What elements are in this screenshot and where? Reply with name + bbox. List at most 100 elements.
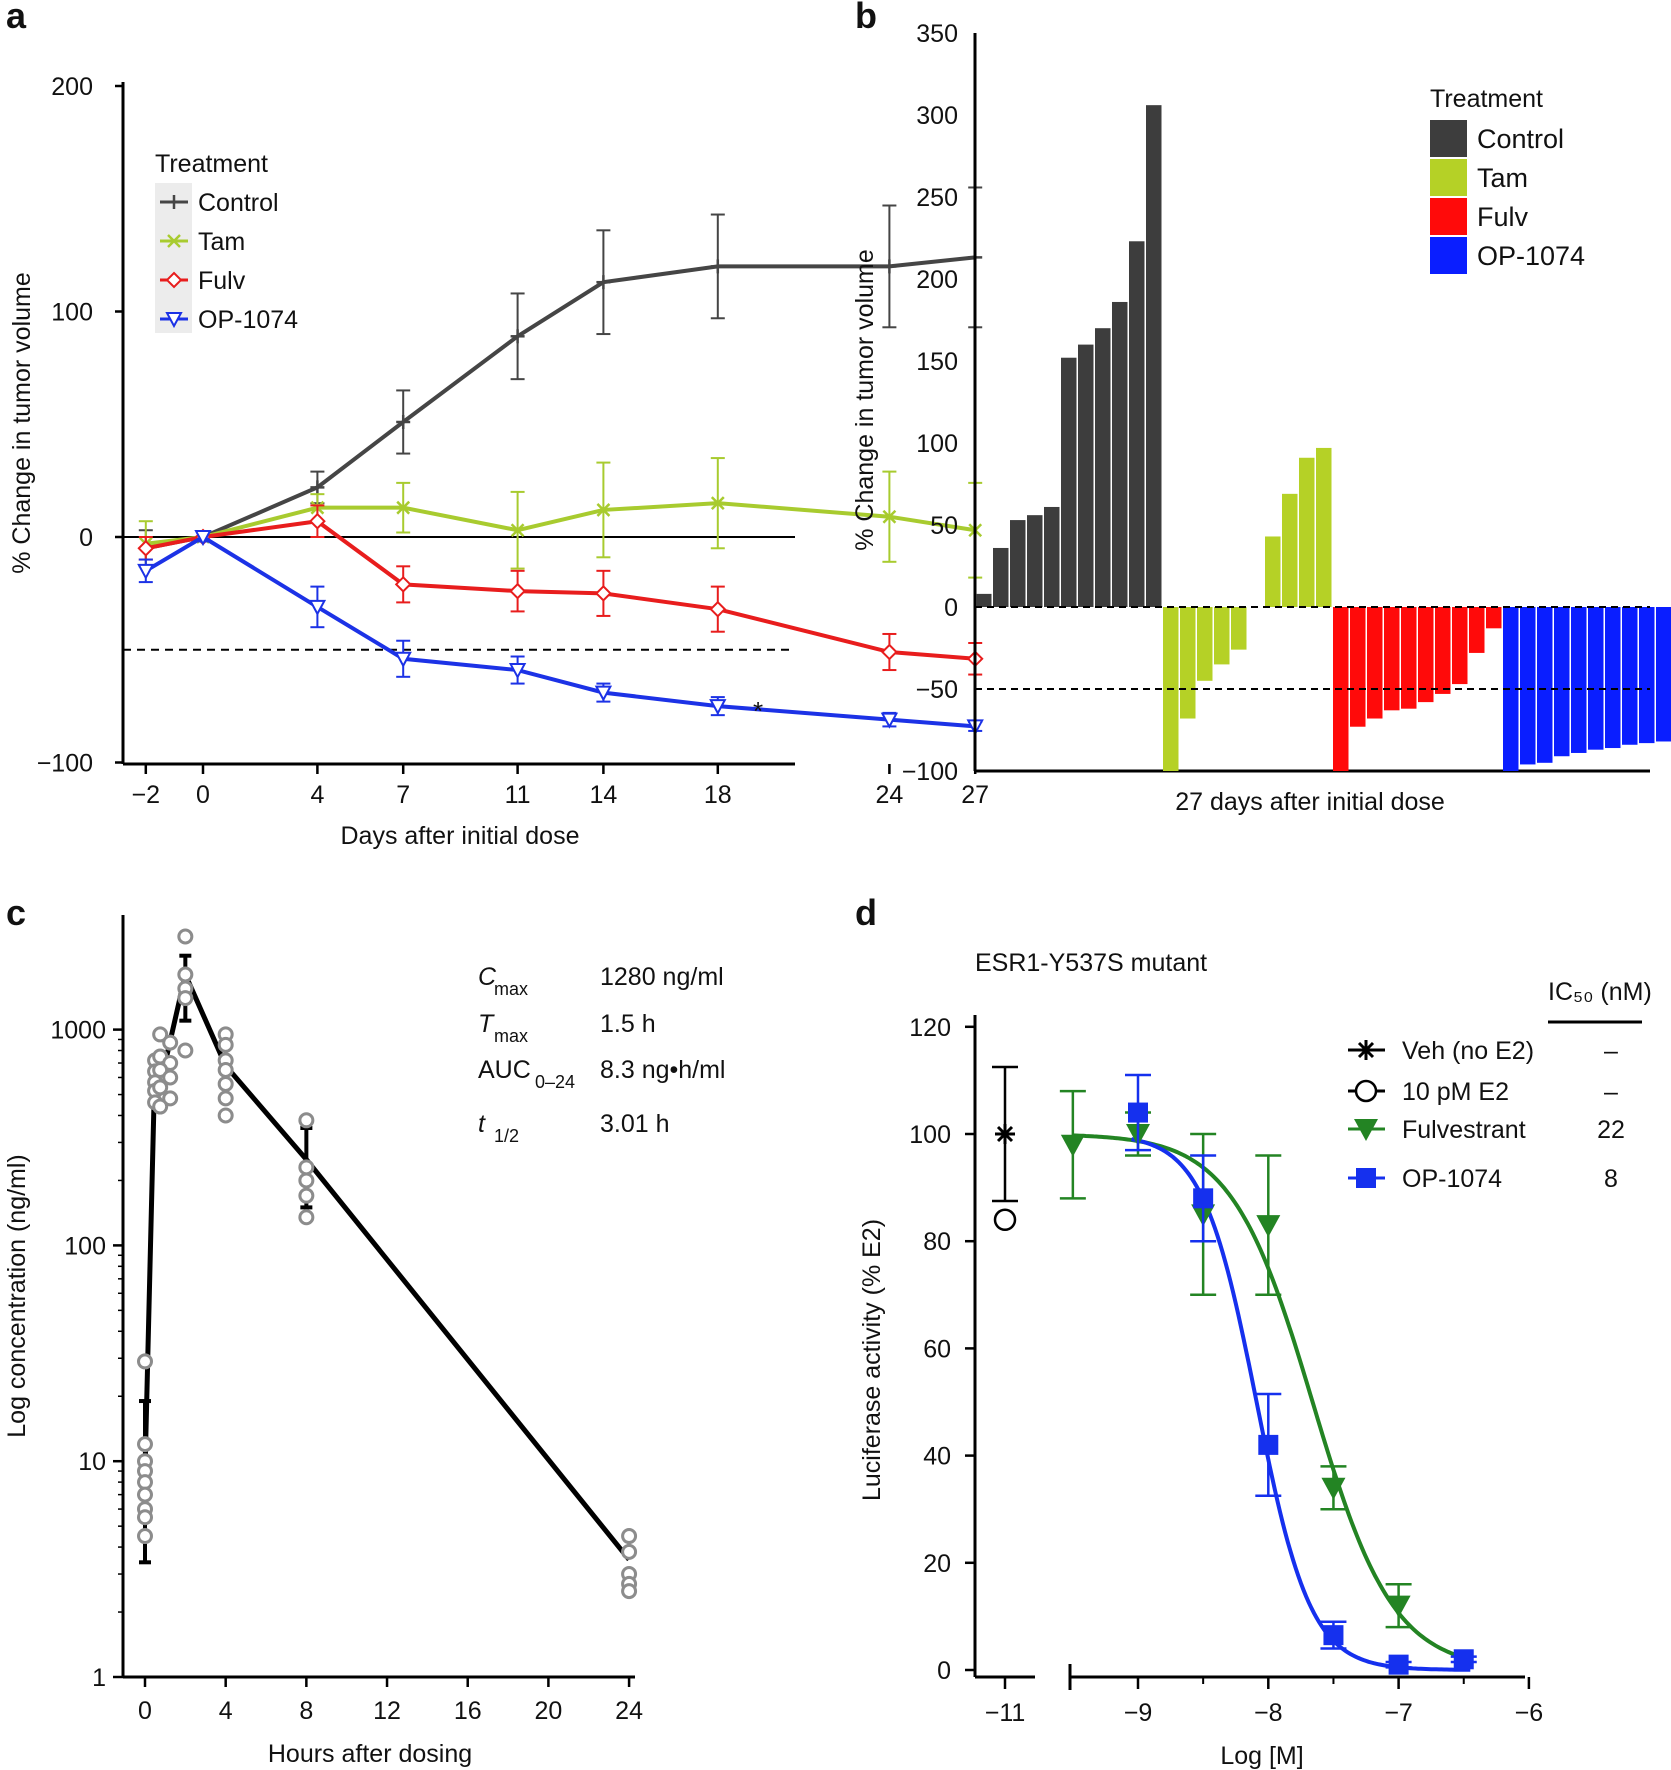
b-bar-op1074 <box>1588 607 1604 750</box>
b-bar-fulv <box>1469 607 1485 653</box>
panel-letter-a: a <box>6 0 27 36</box>
d-legend-ic50-header: IC₅₀ (nM) <box>1548 978 1652 1006</box>
d-legend-ic50-e2: – <box>1604 1078 1618 1106</box>
b-bar-tam <box>1214 607 1230 665</box>
a-data-point <box>880 712 899 729</box>
c-param-value: 3.01 h <box>600 1110 670 1138</box>
c-param-subscript: max <box>494 979 528 999</box>
a-data-point <box>508 663 527 680</box>
b-y-tick-label: −50 <box>916 676 958 704</box>
d-fit-curve-fulvestrant <box>1072 1133 1470 1661</box>
c-param-name: C <box>478 963 497 991</box>
a-legend-label-fulv: Fulv <box>198 267 246 295</box>
panel-letter-b: b <box>855 0 877 36</box>
a-x-tick-label: 18 <box>704 781 732 809</box>
a-x-tick-label: 27 <box>961 781 989 809</box>
b-bar-control <box>1129 241 1145 607</box>
d-y-axis-label: Luciferase activity (% E2) <box>858 1219 886 1501</box>
d-legend-marker-e2 <box>1354 1079 1378 1103</box>
panel-letter-d: d <box>855 892 877 933</box>
a-x-tick-label: 24 <box>875 781 903 809</box>
b-legend-label-control: Control <box>1477 124 1564 154</box>
c-y-tick-label: 1 <box>92 1664 106 1692</box>
c-data-point <box>137 1436 153 1453</box>
d-legend-label-e2: 10 pM E2 <box>1402 1078 1509 1106</box>
b-bar-op1074 <box>1605 607 1621 749</box>
c-x-tick-label: 24 <box>615 1697 643 1725</box>
c-data-point <box>621 1583 638 1600</box>
a-data-point-b <box>396 500 411 515</box>
b-bar-op1074 <box>1571 607 1587 753</box>
b-bar-op1074 <box>1503 607 1519 771</box>
a-data-point <box>308 599 327 617</box>
c-param-subscript: 1/2 <box>494 1126 519 1146</box>
b-legend-swatch-fulv <box>1430 198 1467 235</box>
d-x-tick-label: −6 <box>1515 1699 1544 1727</box>
b-bar-fulv <box>1418 607 1434 703</box>
b-bar-tam <box>1197 607 1213 681</box>
d-point-op1074 <box>1128 1102 1148 1123</box>
a-legend-marker-tam-b <box>167 234 181 248</box>
b-legend-label-op1074: OP-1074 <box>1477 241 1585 271</box>
b-bar-fulv <box>1435 607 1451 694</box>
a-y-tick-label: 0 <box>79 524 93 552</box>
c-data-point <box>621 1543 638 1560</box>
a-x-tick-label: 11 <box>505 781 531 809</box>
d-legend-ic50-fulvestrant: 22 <box>1597 1116 1625 1144</box>
c-data-point <box>152 1079 169 1096</box>
a-data-point <box>709 600 727 618</box>
c-data-point <box>137 1509 153 1526</box>
a-x-tick-label: 7 <box>396 781 410 809</box>
d-y-tick-label: 20 <box>923 1550 951 1578</box>
d-point-fulvestrant <box>1386 1595 1411 1618</box>
d-y-tick-label: 40 <box>923 1443 951 1471</box>
d-x-tick-label: −9 <box>1124 1699 1153 1727</box>
b-y-axis-label: % Change in tumor volume <box>851 249 879 551</box>
a-y-tick-label: −100 <box>37 750 93 778</box>
b-bar-op1074 <box>1520 607 1536 765</box>
c-data-point <box>621 1528 638 1545</box>
a-data-point-b <box>510 523 525 538</box>
b-y-tick-label: 0 <box>944 594 958 622</box>
b-y-tick-label: 200 <box>916 266 958 294</box>
c-param-value: 8.3 ng•h/ml <box>600 1056 726 1084</box>
c-data-point <box>217 1036 234 1053</box>
b-y-tick-label: 350 <box>916 20 958 48</box>
a-data-point <box>394 651 412 668</box>
b-legend-swatch-control <box>1430 120 1467 157</box>
b-bar-tam <box>1299 457 1315 607</box>
c-data-point <box>137 1528 153 1545</box>
b-bar-op1074 <box>1656 607 1671 742</box>
d-y-tick-label: 60 <box>923 1335 951 1363</box>
b-bar-control <box>1146 105 1162 607</box>
b-bar-control <box>976 593 992 607</box>
a-series-op1074 <box>137 530 984 736</box>
b-bar-tam <box>1231 607 1247 650</box>
d-point-op1074 <box>1388 1654 1409 1675</box>
a-x-tick-label: 14 <box>589 781 617 809</box>
c-param-subscript: 0–24 <box>535 1072 575 1092</box>
c-data-point <box>137 1353 153 1370</box>
d-point-op1074 <box>1193 1188 1214 1209</box>
a-y-axis-label: % Change in tumor volume <box>8 272 36 574</box>
b-bar-tam <box>1282 493 1298 607</box>
c-y-tick-label: 10 <box>78 1448 106 1476</box>
c-param-value: 1280 ng/ml <box>600 963 724 991</box>
a-legend-marker-fulv <box>165 271 183 289</box>
b-bar-fulv <box>1384 607 1400 711</box>
b-bar-control <box>1095 328 1111 607</box>
c-data-point <box>137 1486 153 1503</box>
b-bar-fulv <box>1452 607 1468 685</box>
c-data-point <box>177 990 194 1007</box>
b-bar-tam <box>1265 536 1281 607</box>
b-bar-op1074 <box>1537 607 1553 763</box>
a-legend: Treatment Control Tam Fulv OP-1074 <box>155 150 298 334</box>
b-bar-control <box>1044 506 1060 607</box>
c-param-name: AUC <box>478 1056 531 1084</box>
d-legend-marker-veh <box>1357 1041 1375 1059</box>
a-series-line-op1074 <box>144 534 976 729</box>
d-y-tick-label: 0 <box>937 1657 951 1685</box>
d-point-fulvestrant <box>1060 1134 1085 1157</box>
d-y-tick-label: 80 <box>923 1228 951 1256</box>
